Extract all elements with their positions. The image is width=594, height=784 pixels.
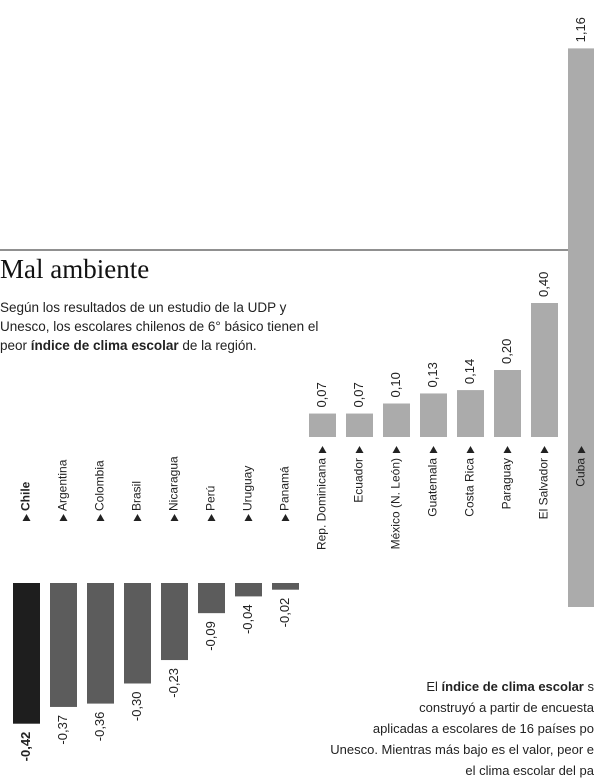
value-label: -0,30 [129,692,144,722]
arrow [503,446,512,453]
value-label: -0,23 [166,668,181,698]
category-label: Colombia [93,460,107,511]
category-label: Perú [204,486,218,511]
bar [87,583,114,704]
category-label: Nicaragua [167,456,181,511]
bar [309,413,336,437]
arrow [59,514,68,521]
value-label: -0,02 [277,598,292,628]
category-label: El Salvador [537,458,551,519]
note-text: El [426,679,442,694]
arrow [22,514,31,521]
value-label: 0,20 [499,339,514,364]
arrow [355,446,364,453]
value-label: 0,07 [351,382,366,407]
arrow [318,446,327,453]
value-label: -0,36 [92,712,107,742]
arrow [96,514,105,521]
value-label: 0,14 [462,359,477,384]
note-bold: índice de clima escolar [441,679,584,694]
bar [50,583,77,707]
arrow [392,446,401,453]
bar [383,403,410,437]
value-label: -0,09 [203,621,218,651]
subtitle: Según los resultados de un estudio de la… [0,298,336,355]
category-label: Chile [19,481,33,511]
bar [346,413,373,437]
arrow [281,514,290,521]
subtitle-text: Según los resultados de un estudio de la… [0,300,319,353]
category-label: Costa Rica [463,458,477,517]
note-line: aplicadas a escolares de 16 países po [372,721,594,736]
arrow [207,514,216,521]
note-text: s [583,679,594,694]
category-label: Uruguay [241,466,255,511]
category-label: Paraguay [500,458,514,509]
note-line: Unesco. Mientras más bajo es el valor, p… [330,742,594,757]
note: El índice de clima escolar s construyó a… [330,676,594,781]
category-label: Guatemala [426,458,440,517]
arrow [170,514,179,521]
bar [457,390,484,437]
arrow [244,514,253,521]
bar [161,583,188,661]
arrow [466,446,475,453]
value-label: 0,40 [536,272,551,297]
bar [124,583,151,684]
category-label: Rep. Dominicana [315,458,329,550]
category-label: Ecuador [352,458,366,503]
category-label: Panamá [278,466,292,511]
value-label: 0,10 [388,372,403,397]
arrow [133,514,142,521]
category-label: Cuba [574,458,588,487]
bar [531,303,558,437]
category-label: Argentina [56,459,70,511]
value-label: 0,13 [425,362,440,387]
value-label: -0,37 [55,715,70,745]
value-label: -0,04 [240,604,255,634]
bar [420,393,447,437]
bar [13,583,40,724]
bar [494,370,521,437]
category-label: Brasil [130,481,144,511]
bar [568,48,594,607]
bar [235,583,262,597]
value-label: -0,42 [18,732,33,762]
bar [198,583,225,614]
bar [272,583,299,590]
arrow [540,446,549,453]
note-line: el clima escolar del pa [465,763,594,778]
chart-title: Mal ambiente [0,254,150,284]
arrow [577,446,586,453]
arrow [429,446,438,453]
category-label: México (N. León) [389,458,403,549]
value-label: 1,16 [573,17,588,42]
value-label: 0,07 [314,382,329,407]
subtitle-text: de la región. [178,338,257,353]
note-line: El índice de clima escolar s [330,676,594,697]
subtitle-bold: índice de clima escolar [30,338,179,353]
note-line: construyó a partir de encuesta [419,700,594,715]
